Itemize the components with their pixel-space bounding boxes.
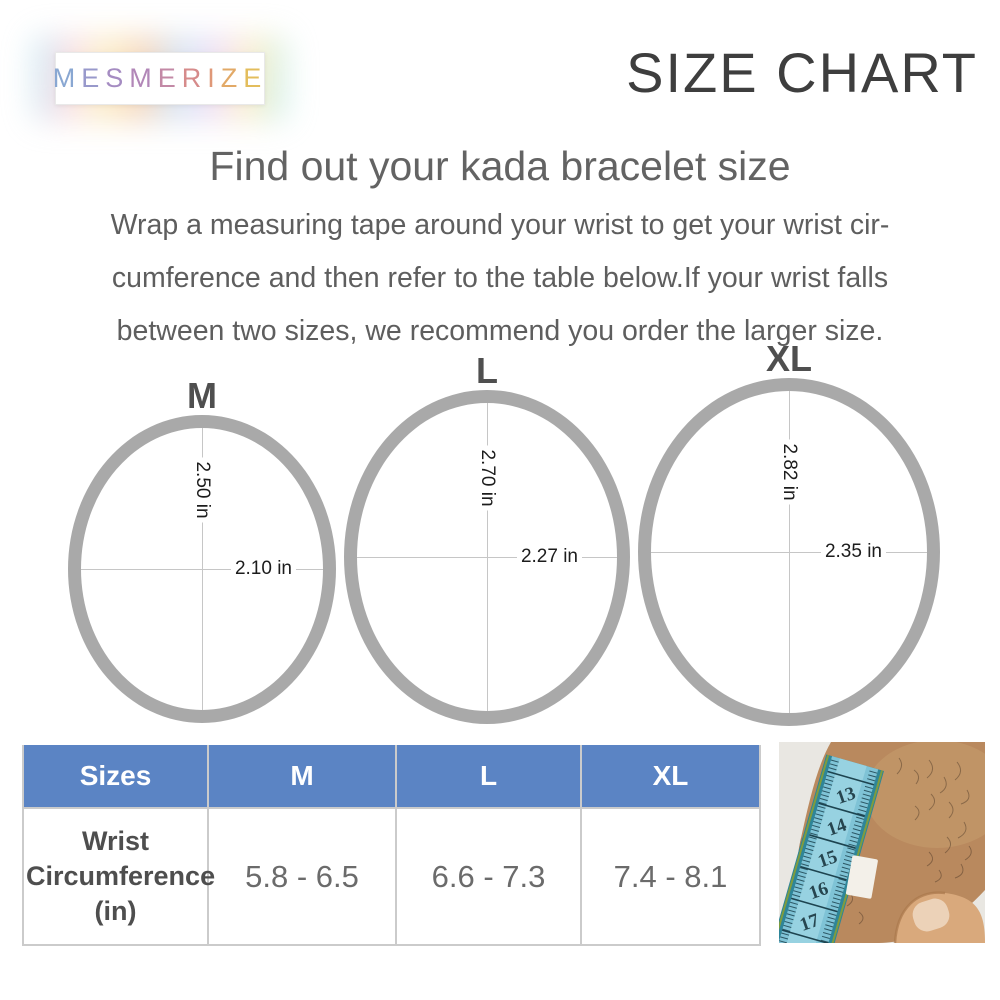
horizontal-axis-line	[651, 551, 927, 553]
size-label-m: M	[187, 375, 217, 416]
horizontal-measurement: 2.27 in	[516, 546, 582, 568]
brand-letter: M	[129, 63, 158, 93]
size-diagram-l: L 2.70 in 2.27 in	[344, 353, 630, 724]
tape-ticks	[779, 759, 878, 943]
table-header-row: Sizes M L XL	[22, 745, 761, 809]
horizontal-measurement: 2.10 in	[230, 558, 296, 580]
brand-letter: M	[52, 63, 82, 93]
brand-letter: E	[157, 63, 182, 93]
intro-line: Wrap a measuring tape around your wrist …	[110, 209, 890, 241]
horizontal-measurement: 2.35 in	[820, 541, 886, 563]
brand-logo-box: M E S M E R I Z E	[52, 52, 268, 105]
size-diagram-m: M 2.50 in 2.10 in	[68, 378, 336, 723]
tape-edge-trim	[779, 754, 830, 943]
thumb	[893, 891, 985, 943]
vertical-measurement: 2.50 in	[191, 457, 213, 523]
arm-highlight	[865, 742, 985, 848]
header-cell-l: L	[395, 745, 582, 809]
brand-logo: M E S M E R I Z E	[33, 36, 287, 121]
measuring-tape: 13 14 15 16 17 18	[779, 754, 884, 943]
intro-line: between two sizes, we recommend you orde…	[116, 315, 884, 347]
header-cell-xl: XL	[580, 745, 761, 809]
brand-letter: I	[207, 63, 221, 93]
brand-letter: E	[243, 63, 268, 93]
size-table: Sizes M L XL Wrist Circumference (in) 5.…	[22, 745, 761, 946]
brand-letter: Z	[220, 63, 244, 93]
table-row: Wrist Circumference (in) 5.8 - 6.5 6.6 -…	[22, 807, 761, 946]
size-label-xl: XL	[765, 338, 813, 379]
value-cell-l: 6.6 - 7.3	[395, 807, 582, 946]
header-cell-sizes: Sizes	[22, 745, 209, 809]
value-cell-m: 5.8 - 6.5	[207, 807, 397, 946]
vertical-measurement: 2.70 in	[476, 445, 498, 511]
brand-letter: R	[181, 63, 208, 93]
thumbnail	[912, 898, 950, 932]
horizontal-axis-line	[81, 568, 323, 570]
header-cell-m: M	[207, 745, 397, 809]
intro-paragraph: Wrap a measuring tape around your wrist …	[0, 199, 1000, 358]
tape-white-tab	[845, 855, 878, 899]
page-title: SIZE CHART	[626, 41, 978, 104]
intro-line: cumference and then refer to the table b…	[111, 262, 889, 294]
row-label-wrist-circumference: Wrist Circumference (in)	[22, 807, 215, 946]
brand-letter: E	[81, 63, 106, 93]
size-diagram-xl: XL 2.82 in 2.35 in	[638, 341, 940, 726]
tape-major-lines	[779, 770, 875, 943]
horizontal-axis-line	[357, 556, 617, 558]
brand-letter: S	[105, 63, 130, 93]
vertical-measurement: 2.82 in	[778, 439, 800, 505]
size-label-l: L	[476, 350, 498, 391]
wrist-measuring-tape-photo: 13 14 15 16 17 18	[779, 742, 985, 943]
value-cell-xl: 7.4 - 8.1	[580, 807, 761, 946]
section-heading: Find out your kada bracelet size	[209, 143, 791, 189]
